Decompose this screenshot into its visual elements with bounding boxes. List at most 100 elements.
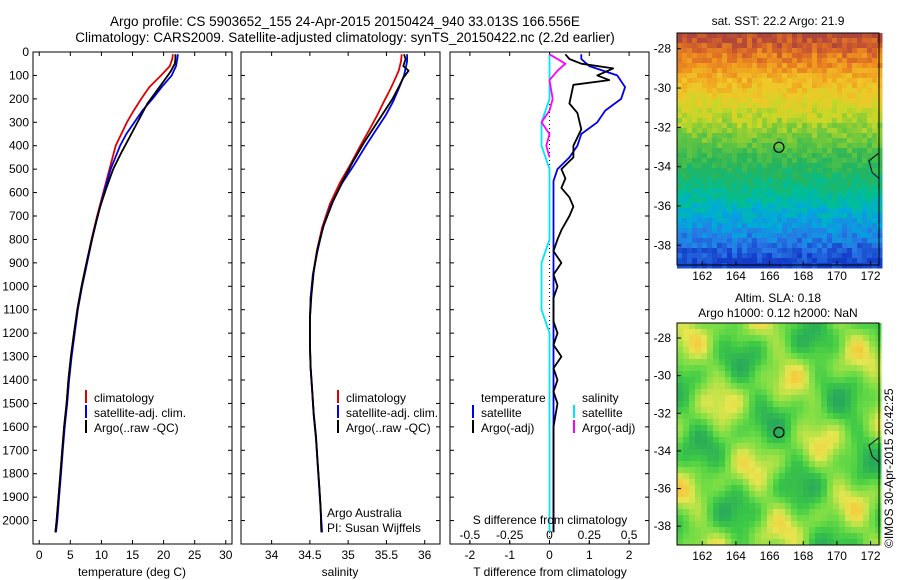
map-cell [747,93,753,99]
map-cell [822,198,828,204]
map-cell [842,243,848,249]
map-cell [762,143,768,149]
map-cell [797,395,804,402]
map-cell [722,188,728,194]
map-cell [737,58,743,64]
map-cell [767,203,773,209]
map-cell [837,188,843,194]
map-cell [807,223,813,229]
map-cell [677,539,684,546]
map-cell [727,78,733,84]
map-cell [833,455,840,462]
map-cell [725,353,732,360]
map-cell [875,365,882,372]
map-cell [875,395,882,402]
map-cell [839,341,846,348]
map-cell [833,323,840,330]
map-cell [725,515,732,522]
map-cell [701,335,708,342]
map-cell [722,128,728,134]
map-cell [837,118,843,124]
map-cell [707,461,714,468]
map-cell [803,497,810,504]
map-cell [707,479,714,486]
map-cell [875,383,882,390]
map-cell [742,33,748,39]
map-cell [779,341,786,348]
map-cell [773,461,780,468]
map-cell [827,443,834,450]
map-cell [797,143,803,149]
map-cell [807,258,813,264]
map-cell [689,479,696,486]
map-cell [785,389,792,396]
map-cell [695,353,702,360]
map-cell [689,407,696,414]
map-cell [812,188,818,194]
map-cell [782,83,788,89]
map-cell [717,98,723,104]
map-cell [785,467,792,474]
map-cell [842,93,848,99]
map-cell [827,73,833,79]
map-cell [862,208,868,214]
map-cell [755,389,762,396]
map-cell [815,521,822,528]
map-cell [779,407,786,414]
map-cell [807,33,813,39]
map-cell [852,263,858,269]
map-cell [821,479,828,486]
map-cell [743,455,750,462]
map-cell [869,335,876,342]
map-cell [677,43,683,49]
map-cell [817,188,823,194]
map-cell [707,43,713,49]
map-cell [827,33,833,39]
map-cell [717,243,723,249]
map-cell [847,63,853,69]
map-cell [749,419,756,426]
map-cell [797,509,804,516]
map-cell [761,359,768,366]
map-cell [792,233,798,239]
legend-label-s-satellite: satellite [582,406,623,420]
map-cell [707,148,713,154]
map-cell [832,108,838,114]
map-cell [687,133,693,139]
map-cell [752,83,758,89]
map-cell [761,437,768,444]
map-cell [747,163,753,169]
map-cell [731,353,738,360]
map-cell [695,467,702,474]
map-cell [852,253,858,259]
map-cell [785,365,792,372]
map-cell [787,163,793,169]
map-cell [872,208,878,214]
map-cell [767,233,773,239]
map-cell [792,33,798,39]
map-cell [812,253,818,259]
map-cell [821,347,828,354]
map-cell [792,143,798,149]
map-cell [749,365,756,372]
map-cell [707,515,714,522]
map-cell [857,38,863,44]
map-cell [707,383,714,390]
depth-tick-label: 800 [9,232,29,246]
map-cell [847,218,853,224]
map-cell [732,213,738,219]
salinity-axis-label: salinity [322,565,359,579]
map-cell [722,253,728,259]
series-line-t-satellite [552,54,626,533]
map-cell [689,449,696,456]
map-cell [732,243,738,249]
map-cell [713,419,720,426]
map-cell [737,203,743,209]
map-cell [772,238,778,244]
map-cell [722,263,728,269]
map-cell [832,218,838,224]
map-cell [722,73,728,79]
map-cell [833,485,840,492]
map-cell [827,143,833,149]
map-cell [877,83,883,89]
